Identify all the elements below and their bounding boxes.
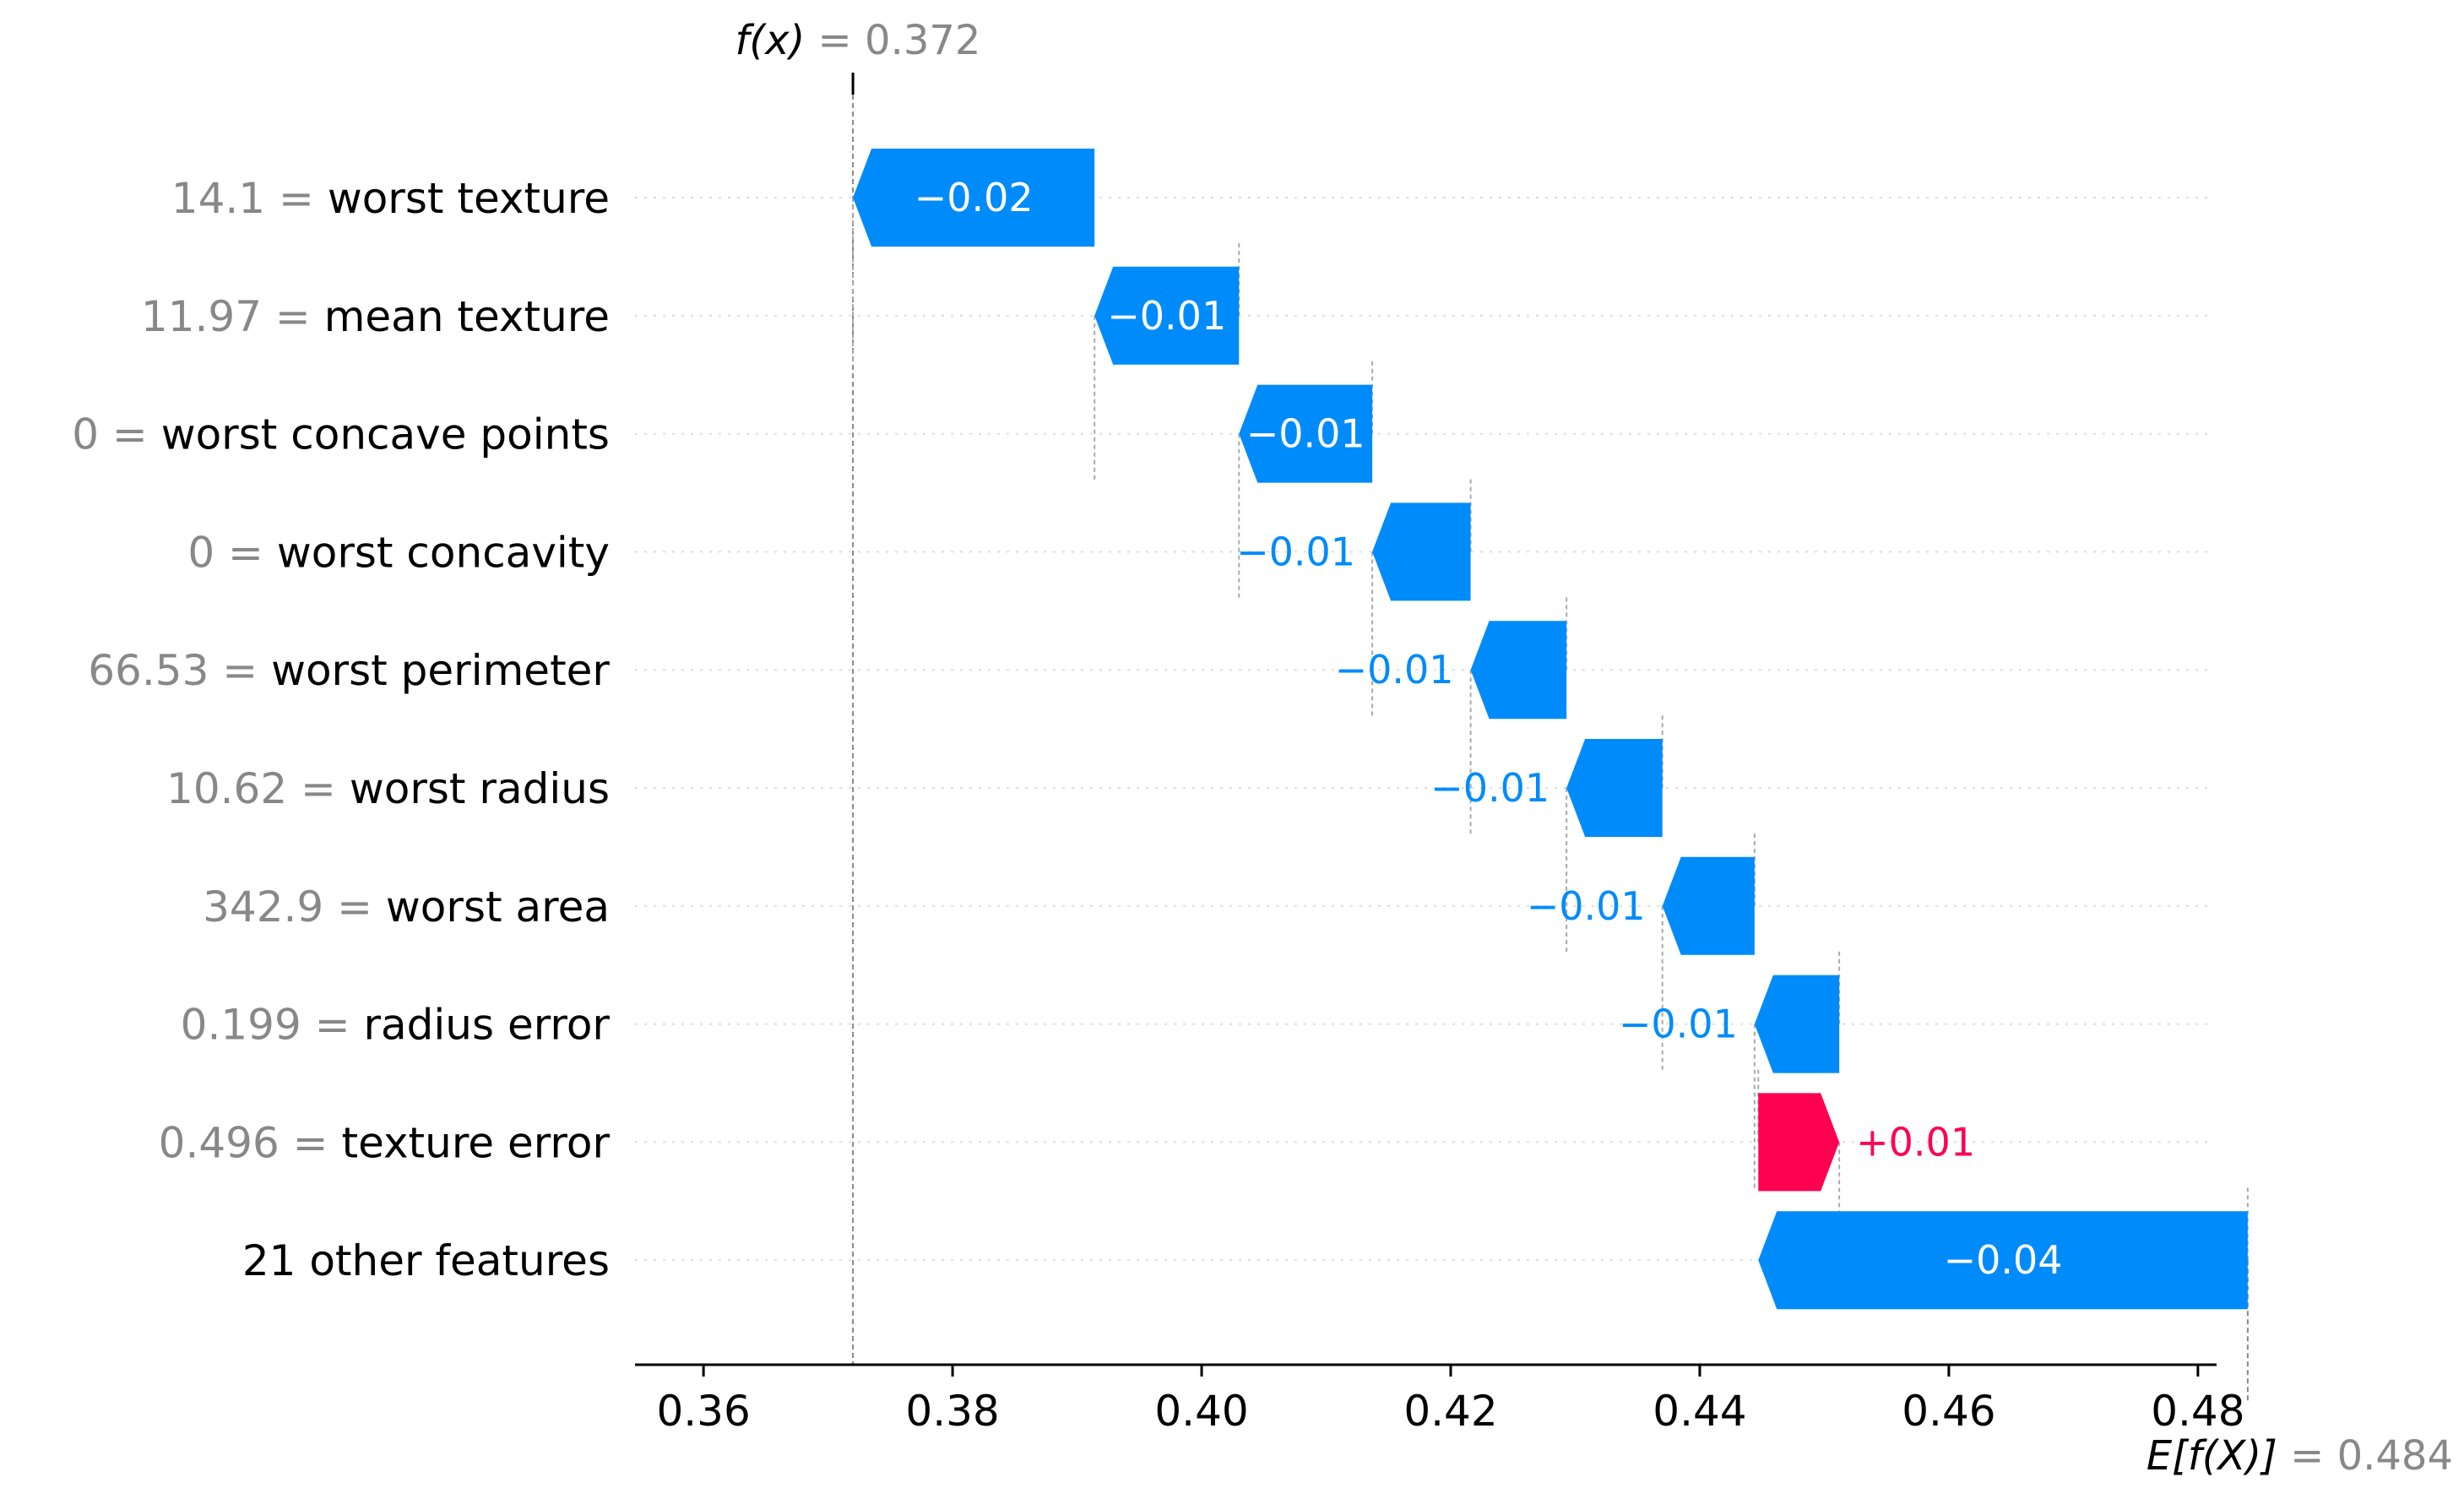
- bar-negative: [1239, 384, 1373, 483]
- bar-value-label: −0.01: [1619, 1002, 1738, 1047]
- feature-value: 342.9 =: [203, 883, 386, 931]
- feature-value: 0.496 =: [159, 1118, 342, 1167]
- bar-negative: [1372, 502, 1471, 601]
- output-value-label: f(x) = 0.372: [735, 17, 981, 64]
- feature-name: 21 other features: [242, 1236, 610, 1285]
- bar-value-label: +0.01: [1856, 1119, 1975, 1165]
- x-axis: 0.36 0.38 0.40 0.42 0.44 0.46 0.48: [635, 1363, 2245, 1436]
- fx-name: f(x): [735, 17, 806, 64]
- efx-value: = 0.484: [2277, 1432, 2453, 1480]
- bar-labels: −0.02 −0.01 −0.01 −0.01 −0.01 −0.01 −0.01 −0.01…: [915, 175, 2063, 1283]
- bar-value-label: −0.04: [1944, 1237, 2063, 1283]
- feature-label: 14.1 = worst texture: [171, 174, 610, 223]
- x-tick-label: 0.48: [2151, 1387, 2244, 1436]
- feature-name: worst concave points: [161, 410, 610, 459]
- bar-connectors: [851, 73, 2249, 1404]
- feature-label: 66.53 = worst perimeter: [88, 646, 610, 695]
- efx-name: E[f(X)]: [2147, 1432, 2277, 1480]
- bar-negative: [1094, 266, 1240, 365]
- bar-positive: [1758, 1093, 1840, 1192]
- bar-negative: [1754, 975, 1840, 1073]
- row-gridlines: [635, 197, 2212, 1262]
- feature-value: 0 =: [72, 410, 161, 459]
- x-tick-label: 0.36: [656, 1387, 750, 1436]
- feature-name: worst concavity: [277, 528, 610, 577]
- bar-value-label: −0.01: [1107, 293, 1226, 339]
- feature-name: mean texture: [324, 292, 610, 341]
- bar-value-label: −0.01: [1335, 647, 1454, 692]
- x-tick-label: 0.42: [1403, 1387, 1497, 1436]
- feature-label: 10.62 = worst radius: [166, 764, 610, 813]
- feature-label: 21 other features: [242, 1236, 610, 1285]
- feature-label: 11.97 = mean texture: [141, 292, 610, 341]
- x-tick-label: 0.44: [1653, 1387, 1746, 1436]
- feature-labels: 14.1 = worst texture 11.97 = mean texture…: [72, 174, 610, 1285]
- bar-value-label: −0.01: [1236, 529, 1355, 574]
- bar-value-label: −0.02: [915, 175, 1034, 220]
- feature-label: 0 = worst concavity: [187, 528, 610, 577]
- base-value-label: E[f(X)] = 0.484: [2147, 1432, 2453, 1480]
- bar-negative: [1566, 739, 1663, 837]
- feature-name: worst perimeter: [271, 646, 610, 695]
- fx-value: = 0.372: [805, 17, 980, 64]
- feature-name: texture error: [341, 1118, 610, 1167]
- feature-name: worst texture: [328, 174, 610, 223]
- bar-value-label: −0.01: [1430, 765, 1549, 811]
- x-tick-label: 0.40: [1154, 1387, 1248, 1436]
- feature-label: 0 = worst concave points: [72, 410, 610, 459]
- feature-value: 14.1 =: [171, 174, 328, 223]
- feature-value: 11.97 =: [141, 292, 324, 341]
- feature-label: 342.9 = worst area: [203, 883, 610, 931]
- bar-negative: [1470, 621, 1567, 720]
- bar-negative: [853, 149, 1095, 247]
- bar-value-label: −0.01: [1527, 883, 1646, 929]
- feature-name: worst radius: [350, 764, 610, 813]
- x-tick-label: 0.46: [1902, 1387, 1995, 1436]
- feature-name: worst area: [386, 883, 610, 931]
- x-tick-label: 0.38: [905, 1387, 999, 1436]
- feature-label: 0.199 = radius error: [181, 1001, 611, 1050]
- feature-value: 0 =: [187, 528, 277, 577]
- feature-label: 0.496 = texture error: [159, 1118, 611, 1167]
- feature-value: 10.62 =: [166, 764, 350, 813]
- bar-negative: [1662, 856, 1755, 955]
- feature-name: radius error: [363, 1001, 610, 1050]
- bar-value-label: −0.01: [1246, 411, 1365, 457]
- bar-negative: [1758, 1211, 2248, 1310]
- bars: [853, 149, 2248, 1310]
- feature-value: 66.53 =: [88, 646, 271, 695]
- feature-value: 0.199 =: [181, 1001, 364, 1050]
